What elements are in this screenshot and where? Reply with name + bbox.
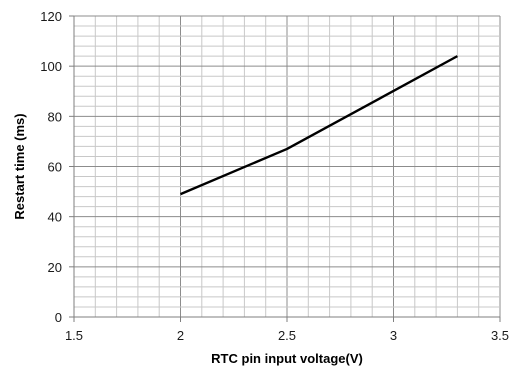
x-tick-label: 3 [390, 328, 397, 343]
y-tick-label: 100 [40, 59, 62, 74]
y-tick-label: 40 [48, 210, 62, 225]
grid [73, 15, 501, 318]
y-axis-title: Restart time (ms) [12, 113, 27, 219]
plot-frame [69, 15, 501, 322]
y-tick-labels: 0 20 40 60 80 100 120 [40, 9, 62, 325]
x-axis-title: RTC pin input voltage(V) [211, 351, 363, 366]
y-tick-label: 20 [48, 260, 62, 275]
x-tick-label: 2 [177, 328, 184, 343]
series [180, 55, 458, 196]
x-tick-label: 2.5 [278, 328, 296, 343]
y-tick-label: 60 [48, 160, 62, 175]
y-tick-label: 80 [48, 109, 62, 124]
y-tick-label: 0 [55, 310, 62, 325]
series-line [180, 55, 458, 196]
x-tick-label: 1.5 [65, 328, 83, 343]
x-tick-labels: 1.5 2 2.5 3 3.5 [65, 328, 509, 343]
y-tick-label: 120 [40, 9, 62, 24]
x-tick-label: 3.5 [491, 328, 509, 343]
